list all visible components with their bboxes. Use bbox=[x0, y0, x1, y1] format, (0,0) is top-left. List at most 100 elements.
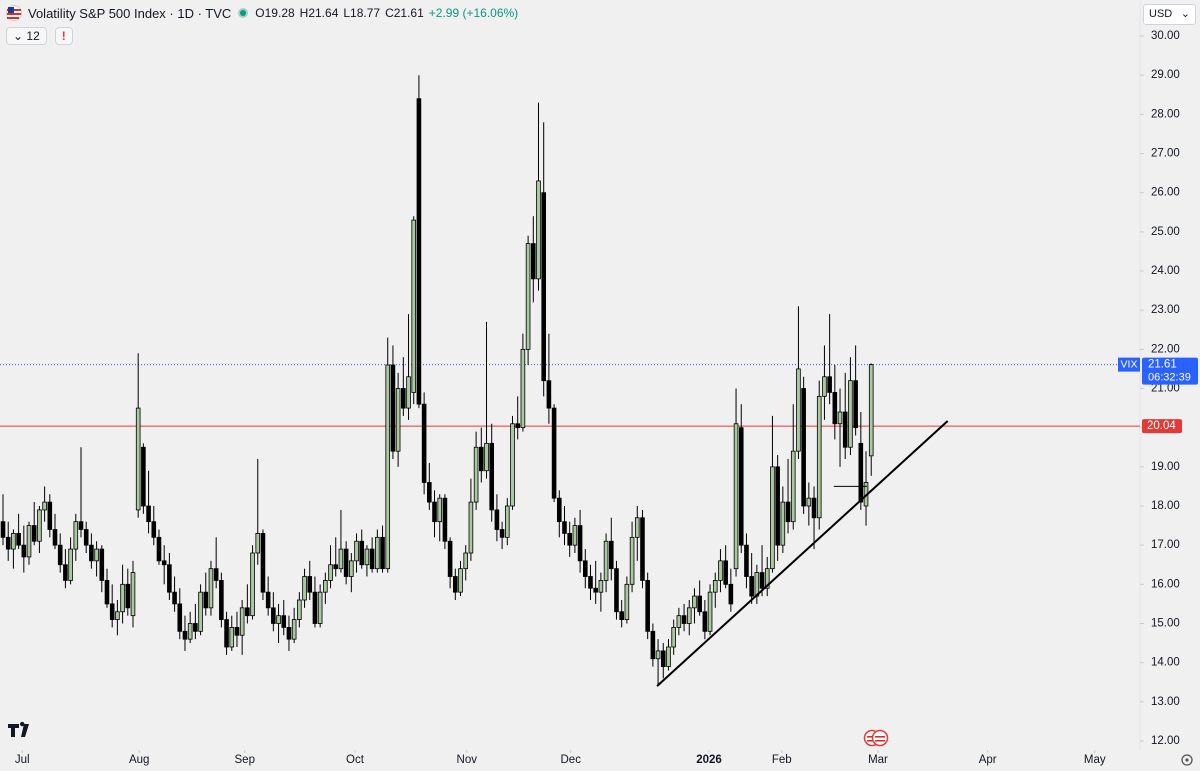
candle-body bbox=[317, 591, 323, 624]
indicator-toggle[interactable]: ⌄ 12 bbox=[6, 27, 47, 45]
candle-body bbox=[827, 376, 832, 393]
candle-body bbox=[634, 517, 640, 538]
candle-body bbox=[21, 544, 27, 558]
candle-body bbox=[733, 423, 739, 570]
candle-body bbox=[354, 540, 359, 562]
candle-body bbox=[499, 529, 505, 538]
candles bbox=[0, 75, 874, 687]
event-flag bbox=[871, 729, 889, 747]
candle-body bbox=[848, 380, 853, 448]
candle-body bbox=[416, 98, 422, 405]
legend-item: +2.99 (+16.06%) bbox=[428, 6, 519, 20]
candle-body bbox=[63, 564, 68, 581]
header: Volatility S&P 500 Index · 1D · TVC O19.… bbox=[6, 5, 518, 21]
candle-body bbox=[645, 580, 650, 632]
candle-body bbox=[52, 529, 58, 546]
candle-body bbox=[369, 548, 375, 570]
candle-body bbox=[562, 521, 567, 534]
candle-body bbox=[307, 576, 313, 593]
y-tick-label: 25.00 bbox=[1151, 226, 1180, 238]
candle-body bbox=[707, 591, 713, 632]
y-tick-label: 18.00 bbox=[1151, 500, 1180, 512]
candle-body bbox=[525, 243, 531, 350]
candle-body bbox=[291, 619, 297, 640]
y-tick-label: 24.00 bbox=[1151, 265, 1180, 277]
candle-body bbox=[375, 536, 380, 570]
x-tick-label: Oct bbox=[346, 754, 365, 766]
price-axis bbox=[1140, 0, 1200, 771]
candle-body bbox=[229, 627, 235, 648]
candle-body bbox=[401, 388, 406, 409]
candle-body bbox=[224, 619, 229, 648]
candle-body bbox=[775, 466, 780, 546]
candle-body bbox=[749, 576, 754, 597]
candle-body bbox=[728, 583, 734, 605]
candle-body bbox=[598, 580, 604, 593]
currency-select[interactable]: USD ⌄ bbox=[1143, 4, 1196, 25]
y-tick-label: 15.00 bbox=[1151, 618, 1180, 630]
candle-body bbox=[323, 580, 328, 593]
legend-item: O19.28 bbox=[255, 6, 295, 20]
candle-body bbox=[286, 627, 292, 640]
indicator-row: ⌄ 12 ! bbox=[6, 27, 73, 45]
trend-line bbox=[656, 420, 949, 687]
y-tick-label: 21.00 bbox=[1151, 383, 1180, 395]
last-price-label: 21.61 bbox=[1148, 359, 1177, 371]
candle-body bbox=[104, 580, 110, 605]
candle-body bbox=[640, 517, 645, 581]
candle-body bbox=[572, 525, 578, 546]
candle-body bbox=[723, 560, 728, 585]
candle-body bbox=[187, 623, 193, 640]
candle-body bbox=[213, 568, 219, 581]
candle-body bbox=[790, 450, 796, 523]
candle-body bbox=[37, 509, 42, 542]
x-tick-label: Sep bbox=[235, 754, 255, 766]
candle-body bbox=[172, 591, 177, 605]
candle-body bbox=[614, 568, 619, 613]
candle-body bbox=[89, 544, 94, 562]
y-tick-label: 12.00 bbox=[1151, 735, 1180, 747]
candle-body bbox=[712, 580, 718, 593]
candle-body bbox=[463, 552, 469, 570]
candle-body bbox=[260, 533, 266, 593]
candle-body bbox=[629, 536, 635, 585]
y-tick-label: 14.00 bbox=[1151, 657, 1180, 669]
candle-body bbox=[312, 591, 318, 624]
alert-icon[interactable]: ! bbox=[54, 27, 73, 45]
candle-body bbox=[250, 552, 255, 617]
candle-body bbox=[650, 630, 656, 660]
candle-body bbox=[208, 568, 214, 609]
candle-body bbox=[697, 595, 702, 613]
ohlc-legend: O19.28 H21.64 L18.77 C21.61 +2.99 (+16.06%) bbox=[255, 6, 518, 20]
candle-body bbox=[68, 548, 73, 581]
candle-body bbox=[432, 501, 437, 523]
candle-body bbox=[406, 376, 411, 409]
y-tick-label: 30.00 bbox=[1151, 30, 1180, 42]
candle-body bbox=[239, 607, 245, 636]
candle-body bbox=[676, 615, 682, 628]
candle-body bbox=[120, 583, 125, 613]
candle-body bbox=[510, 423, 515, 507]
candle-body bbox=[276, 615, 281, 624]
candle-body bbox=[453, 576, 458, 593]
candle-body bbox=[83, 529, 89, 546]
candle-body bbox=[681, 615, 687, 624]
symbol-title[interactable]: Volatility S&P 500 Index · 1D · TVC bbox=[28, 5, 232, 21]
x-tick-label: May bbox=[1084, 754, 1106, 766]
candle-body bbox=[99, 548, 105, 581]
symbol-label: VIX bbox=[1121, 358, 1138, 370]
candle-body bbox=[842, 411, 848, 448]
candle-body bbox=[11, 533, 16, 550]
candle-body bbox=[686, 607, 692, 624]
candle-body bbox=[281, 615, 287, 628]
candle-body bbox=[806, 497, 812, 507]
candle-body bbox=[203, 591, 209, 609]
candle-body bbox=[130, 572, 136, 617]
candle-body bbox=[770, 466, 775, 570]
candle-body bbox=[832, 392, 838, 425]
candle-body bbox=[255, 533, 261, 554]
candle-body bbox=[302, 576, 307, 601]
settings-icon bbox=[1181, 754, 1193, 766]
